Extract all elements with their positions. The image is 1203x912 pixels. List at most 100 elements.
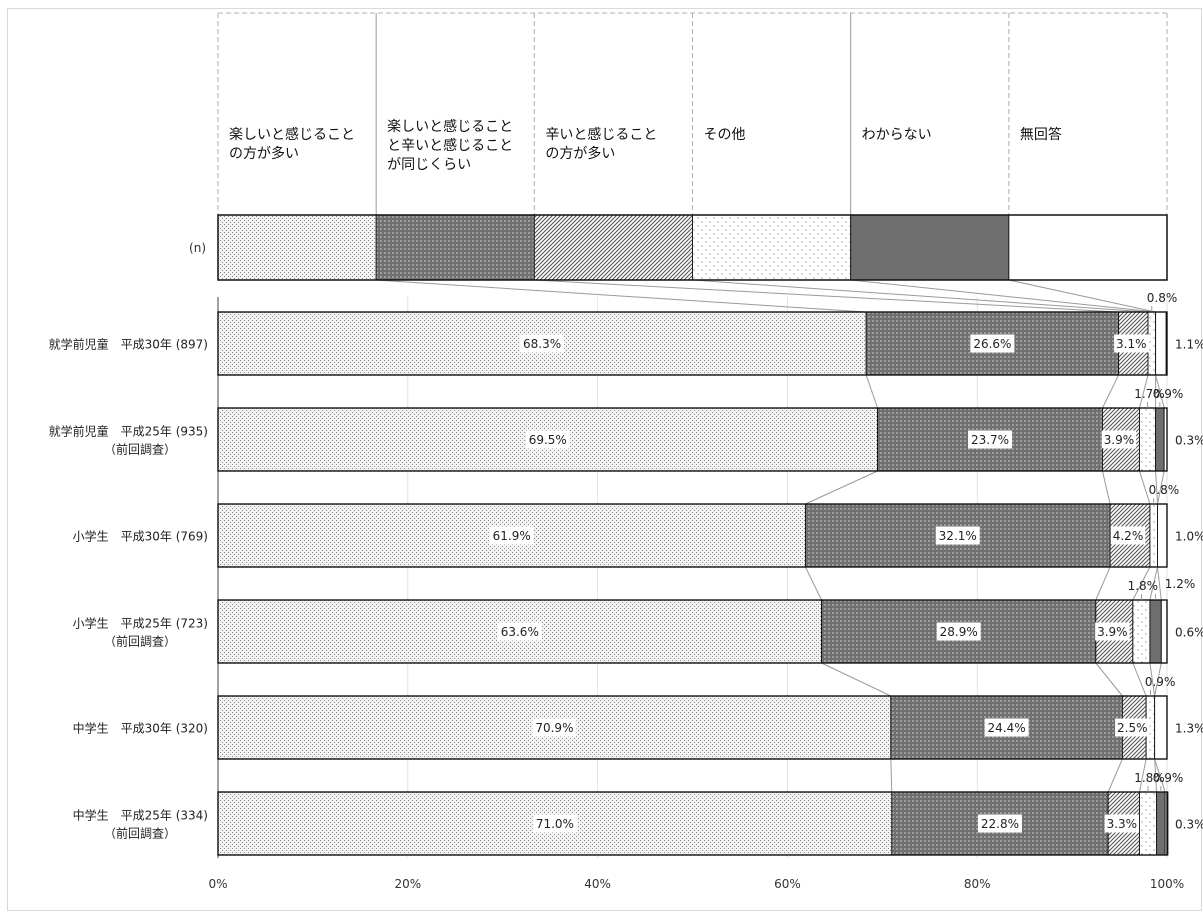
- connector-line: [1138, 758, 1147, 793]
- legend-label: の方が多い: [545, 145, 615, 162]
- connector-line: [1154, 662, 1162, 697]
- value-label-bg: [525, 430, 570, 449]
- legend-swatch: [217, 214, 377, 281]
- bar-segment: [1139, 407, 1157, 472]
- connector-line: [821, 662, 892, 697]
- category-label: 中学生 平成25年 (334): [73, 808, 208, 823]
- connector-line: [376, 279, 867, 313]
- legend-swatch: [375, 214, 535, 281]
- chart-frame: [7, 8, 1202, 911]
- value-label: 4.2%: [1113, 529, 1144, 543]
- connector-line: [805, 470, 878, 505]
- value-label: 0.9%: [1145, 675, 1176, 689]
- connector-line: [1132, 662, 1147, 697]
- bar-outline: [217, 503, 1168, 568]
- bar-segment: [1149, 599, 1162, 664]
- bar-segment: [1132, 599, 1151, 664]
- value-label: 3.1%: [1116, 337, 1147, 351]
- connector-line: [1157, 566, 1162, 601]
- category-label: 就学前児童 平成25年 (935): [49, 424, 208, 439]
- bar-segment: [1154, 695, 1168, 760]
- n-label: (n): [189, 241, 206, 255]
- value-label: 0.9%: [1153, 771, 1184, 785]
- value-label: 23.7%: [971, 433, 1009, 447]
- connector-line: [1095, 662, 1123, 697]
- legend-swatch: [692, 214, 852, 281]
- bar-outline: [217, 695, 1168, 760]
- value-label: 26.6%: [973, 337, 1011, 351]
- value-label: 71.0%: [536, 817, 574, 831]
- value-label: 63.6%: [501, 625, 539, 639]
- value-label: 0.8%: [1149, 483, 1180, 497]
- bar-outline: [217, 407, 1168, 472]
- value-label: 68.3%: [523, 337, 561, 351]
- connector-line: [850, 279, 1156, 313]
- connector-line: [1095, 566, 1111, 601]
- value-label: 61.9%: [493, 529, 531, 543]
- value-label-bg: [520, 334, 565, 353]
- category-label: 小学生 平成25年 (723): [73, 616, 208, 631]
- category-label: 小学生 平成30年 (769): [73, 529, 208, 544]
- value-label-bg: [935, 526, 980, 545]
- bar-outline: [217, 311, 1168, 376]
- connector-line: [1157, 470, 1165, 505]
- bar-segment: [1155, 407, 1165, 472]
- value-label: 1.8%: [1128, 579, 1159, 593]
- legend-label: と辛いと感じること: [387, 137, 513, 154]
- value-label: 32.1%: [939, 529, 977, 543]
- legend-label: 楽しいと感じること: [229, 126, 355, 143]
- connector-line: [865, 374, 879, 409]
- bar-outline: [217, 599, 1168, 664]
- x-tick-label: 60%: [774, 877, 801, 891]
- value-label: 2.5%: [1117, 721, 1148, 735]
- value-label-bg: [1115, 718, 1150, 737]
- connector-line: [804, 566, 823, 601]
- connector-line: [890, 758, 893, 793]
- connector-line: [534, 279, 1119, 313]
- bar-segment: [1160, 599, 1168, 664]
- value-label: 1.1%: [1175, 338, 1203, 352]
- category-label: （前回調査）: [104, 442, 176, 457]
- value-label-bg: [984, 718, 1029, 737]
- legend-swatch: [1008, 214, 1168, 281]
- legend-label: が同じくらい: [387, 157, 471, 173]
- legend-label: その他: [704, 127, 746, 143]
- legend-bar-outline: [217, 214, 1168, 281]
- x-tick-label: 40%: [584, 877, 611, 891]
- connector-line: [1139, 470, 1151, 505]
- x-tick-label: 100%: [1150, 877, 1184, 891]
- value-label: 3.9%: [1097, 625, 1128, 639]
- value-label: 69.5%: [529, 433, 567, 447]
- value-label: 3.3%: [1107, 817, 1138, 831]
- connector-line: [1155, 470, 1159, 505]
- value-label: 0.6%: [1175, 626, 1203, 640]
- legend-label: わからない: [862, 127, 932, 143]
- value-label-bg: [970, 334, 1015, 353]
- value-label: 1.7%: [1134, 387, 1165, 401]
- value-label-bg: [1114, 334, 1149, 353]
- category-label: （前回調査）: [104, 826, 176, 841]
- category-label: 中学生 平成30年 (320): [73, 721, 208, 736]
- value-label: 3.9%: [1104, 433, 1135, 447]
- connector-line: [1154, 758, 1166, 793]
- value-label-bg: [532, 718, 577, 737]
- value-label: 1.3%: [1175, 722, 1203, 736]
- value-label-bg: [1095, 622, 1130, 641]
- category-label: （前回調査）: [104, 634, 176, 649]
- bar-segment: [1147, 311, 1157, 376]
- value-label: 0.3%: [1175, 434, 1203, 448]
- x-tick-label: 0%: [208, 877, 227, 891]
- legend-label: 無回答: [1020, 126, 1062, 143]
- value-label: 28.9%: [940, 625, 978, 639]
- value-label: 1.8%: [1134, 771, 1165, 785]
- value-label-bg: [968, 430, 1013, 449]
- bar-segment: [1156, 791, 1166, 856]
- connector-line: [1149, 566, 1158, 601]
- value-label: 24.4%: [988, 721, 1026, 735]
- connector-line: [1155, 374, 1165, 409]
- connector-line: [1102, 374, 1120, 409]
- value-label-bg: [1110, 526, 1146, 545]
- legend-swatch: [850, 214, 1010, 281]
